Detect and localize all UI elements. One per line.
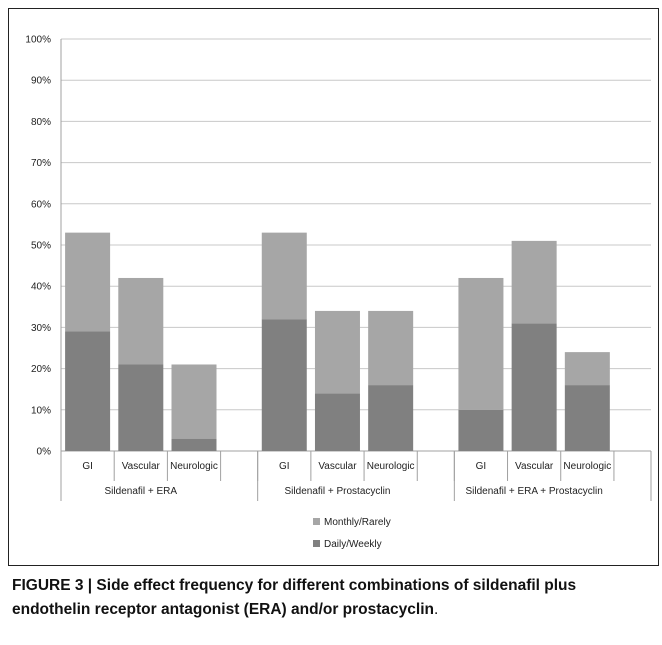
x-category-label: Neurologic <box>170 461 218 472</box>
y-tick-label: 40% <box>31 282 51 293</box>
caption-text: FIGURE 3 | Side effect frequency for dif… <box>12 577 577 618</box>
bar-segment <box>368 385 414 451</box>
y-tick-label: 70% <box>31 158 51 169</box>
bar-segment <box>368 310 414 386</box>
chart-frame: 0% 10% 20% 30% 40% 50% 60% 70% 80% 90% 100% GI Vascu… <box>8 8 659 566</box>
bar-segment <box>314 310 360 394</box>
bar-segment <box>118 364 164 451</box>
y-tick-label: 60% <box>31 199 51 210</box>
bar-segment <box>511 323 557 451</box>
y-tick-label: 50% <box>31 241 51 252</box>
stacked-bar-chart: 0% 10% 20% 30% 40% 50% 60% 70% 80% 90% 100% GI Vascu… <box>25 35 652 550</box>
bar-segment <box>511 240 557 324</box>
bar-segment <box>314 393 360 451</box>
caption-period: . <box>434 601 439 618</box>
bar-segment <box>261 319 307 451</box>
legend-swatch <box>313 518 320 525</box>
figure-caption: FIGURE 3 | Side effect frequency for dif… <box>12 574 657 622</box>
bar-segment <box>458 409 504 451</box>
bar-segment <box>564 385 610 451</box>
x-category-label: Vascular <box>318 461 357 472</box>
x-category-label: GI <box>476 461 487 472</box>
x-category-label: Neurologic <box>563 461 611 472</box>
bar-segment <box>118 277 164 365</box>
y-tick-label: 10% <box>31 405 51 416</box>
legend-label: Daily/Weekly <box>324 539 382 550</box>
bar-segment <box>65 331 111 451</box>
x-category-label: GI <box>82 461 93 472</box>
y-tick-label: 0% <box>37 447 52 458</box>
x-category-label: Vascular <box>515 461 554 472</box>
y-tick-label: 100% <box>25 35 51 46</box>
x-group-label: Sildenafil + ERA <box>105 486 178 497</box>
bar-segment <box>261 232 307 320</box>
bar-segment <box>65 232 111 332</box>
legend-label: Monthly/Rarely <box>324 517 391 528</box>
y-tick-label: 30% <box>31 323 51 334</box>
x-category-label: GI <box>279 461 290 472</box>
y-tick-label: 90% <box>31 76 51 87</box>
x-group-label: Sildenafil + Prostacyclin <box>285 486 391 497</box>
bar-segment <box>171 438 217 451</box>
bar-segment <box>564 352 610 386</box>
bar-segment <box>458 277 504 410</box>
x-category-label: Vascular <box>122 461 161 472</box>
x-group-label: Sildenafil + ERA + Prostacyclin <box>465 486 602 497</box>
y-tick-label: 20% <box>31 364 51 375</box>
legend-swatch <box>313 540 320 547</box>
x-category-label: Neurologic <box>367 461 415 472</box>
bar-segment <box>171 364 217 439</box>
y-tick-label: 80% <box>31 117 51 128</box>
